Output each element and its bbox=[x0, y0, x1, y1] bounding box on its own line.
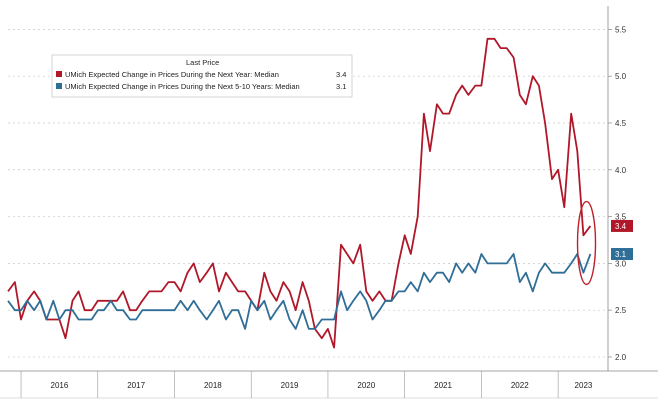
y-tick-label: 2.5 bbox=[615, 306, 627, 315]
highlight-ellipse bbox=[576, 200, 597, 286]
x-tick-label-2021: 2021 bbox=[434, 381, 452, 390]
end-label-text-5-10-years: 3.1 bbox=[615, 250, 627, 259]
highlight-layer bbox=[576, 200, 597, 286]
series-line-5-10-years bbox=[7, 253, 592, 330]
end-label-text-next-year: 3.4 bbox=[615, 222, 627, 231]
x-tick-label-2020: 2020 bbox=[357, 381, 375, 390]
y-tick-label: 3.5 bbox=[615, 213, 627, 222]
legend-label-1y: UMich Expected Change in Prices During t… bbox=[65, 70, 279, 79]
end-label-box bbox=[611, 248, 633, 261]
series-line-next-year bbox=[7, 37, 592, 349]
y-tick-label: 4.0 bbox=[615, 166, 627, 175]
legend-last-5-10y: 3.1 bbox=[336, 82, 346, 91]
legend-title: Last Price bbox=[186, 58, 219, 67]
x-tick-label-2016: 2016 bbox=[51, 381, 69, 390]
legend-swatch-5-10y bbox=[56, 83, 62, 89]
x-tick-label-2018: 2018 bbox=[204, 381, 222, 390]
label-layer: 3.4 3.1 bbox=[611, 219, 633, 261]
x-tick-label-2019: 2019 bbox=[281, 381, 299, 390]
y-tick-label: 5.0 bbox=[615, 72, 627, 81]
axis-layer: 2.0 2.5 3.0 3.5 4.0 4.5 5.0 5.5 2016 2017 2018 2019… bbox=[0, 6, 658, 399]
y-tick-label: 5.5 bbox=[615, 25, 627, 34]
legend-last-1y: 3.4 bbox=[336, 70, 346, 79]
x-tick-label-2023: 2023 bbox=[575, 381, 593, 390]
legend-label-5-10y: UMich Expected Change in Prices During t… bbox=[65, 82, 300, 91]
x-tick-label-2017: 2017 bbox=[127, 381, 145, 390]
series-layer bbox=[7, 37, 592, 349]
legend-swatch-1y bbox=[56, 71, 62, 77]
y-tick-label: 2.0 bbox=[615, 353, 627, 362]
x-tick-label-2022: 2022 bbox=[511, 381, 529, 390]
y-tick-label: 4.5 bbox=[615, 119, 627, 128]
end-label-box bbox=[611, 219, 633, 232]
legend: Last Price UMich Expected Change in Pric… bbox=[51, 54, 353, 98]
legend-box bbox=[51, 54, 353, 98]
y-tick-label: 3.0 bbox=[615, 259, 627, 268]
